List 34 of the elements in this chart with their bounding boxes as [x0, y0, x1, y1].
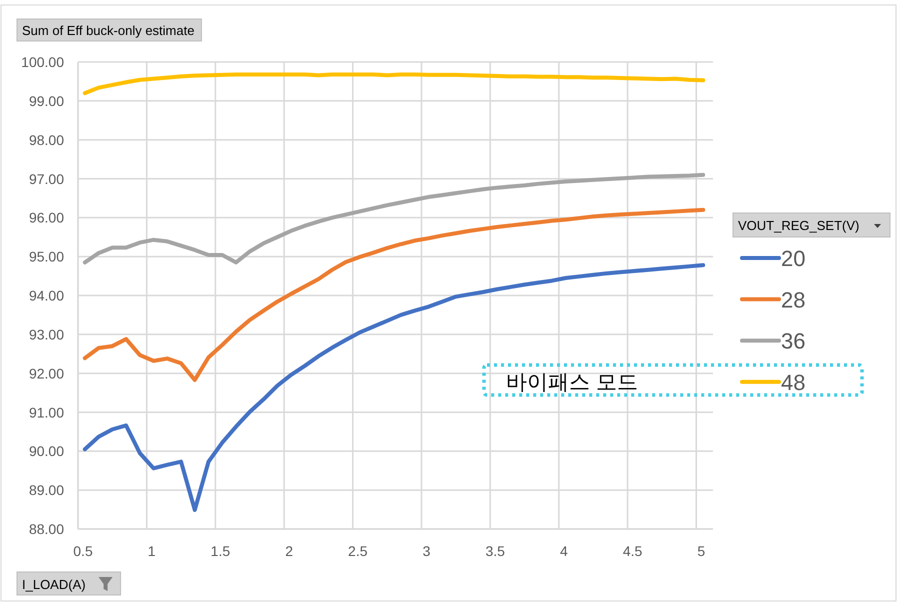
y-tick-label: 89.00: [28, 482, 64, 498]
y-tick-label: 91.00: [28, 404, 64, 420]
x-tick-label: 1.5: [210, 543, 230, 559]
x-axis-title: I_LOAD(A): [22, 577, 86, 592]
legend-label: 48: [781, 370, 806, 395]
y-tick-label: 99.00: [28, 92, 64, 109]
legend-title: VOUT_REG_SET(V): [738, 218, 860, 233]
line-series: [82, 263, 706, 512]
x-tick-label: 5: [697, 543, 706, 559]
x-tick-label: 4: [560, 543, 568, 559]
y-tick-label: 100.00: [21, 54, 64, 70]
y-tick-label: 93.00: [28, 326, 64, 342]
x-tick-label: 4.5: [622, 543, 643, 559]
x-tick-label: 0.5: [73, 543, 93, 559]
y-tick-label: 94.00: [28, 288, 64, 304]
y-tick-label: 90.00: [28, 443, 64, 460]
y-tick-label: 92.00: [28, 365, 64, 382]
y-tick-label: 96.00: [28, 210, 64, 226]
legend-label: 36: [781, 328, 806, 354]
y-tick-label: 95.00: [28, 248, 64, 265]
line-series: [82, 72, 706, 96]
x-tick-label: 2.5: [348, 543, 368, 559]
legend-label: 28: [781, 287, 806, 312]
x-tick-label: 1: [148, 543, 156, 559]
x-tick-label: 2: [285, 543, 294, 559]
line-series: [82, 172, 706, 264]
chart-title: Sum of Eff buck-only estimate: [22, 23, 194, 38]
annotation: 바이패스 모드: [506, 371, 638, 394]
x-tick-label: 3: [422, 543, 431, 559]
y-tick-label: 97.00: [28, 170, 64, 187]
x-tick-label: 3.5: [485, 543, 506, 559]
legend-label: 20: [781, 246, 806, 271]
y-tick-label: 88.00: [28, 521, 64, 537]
y-tick-label: 98.00: [28, 132, 64, 148]
